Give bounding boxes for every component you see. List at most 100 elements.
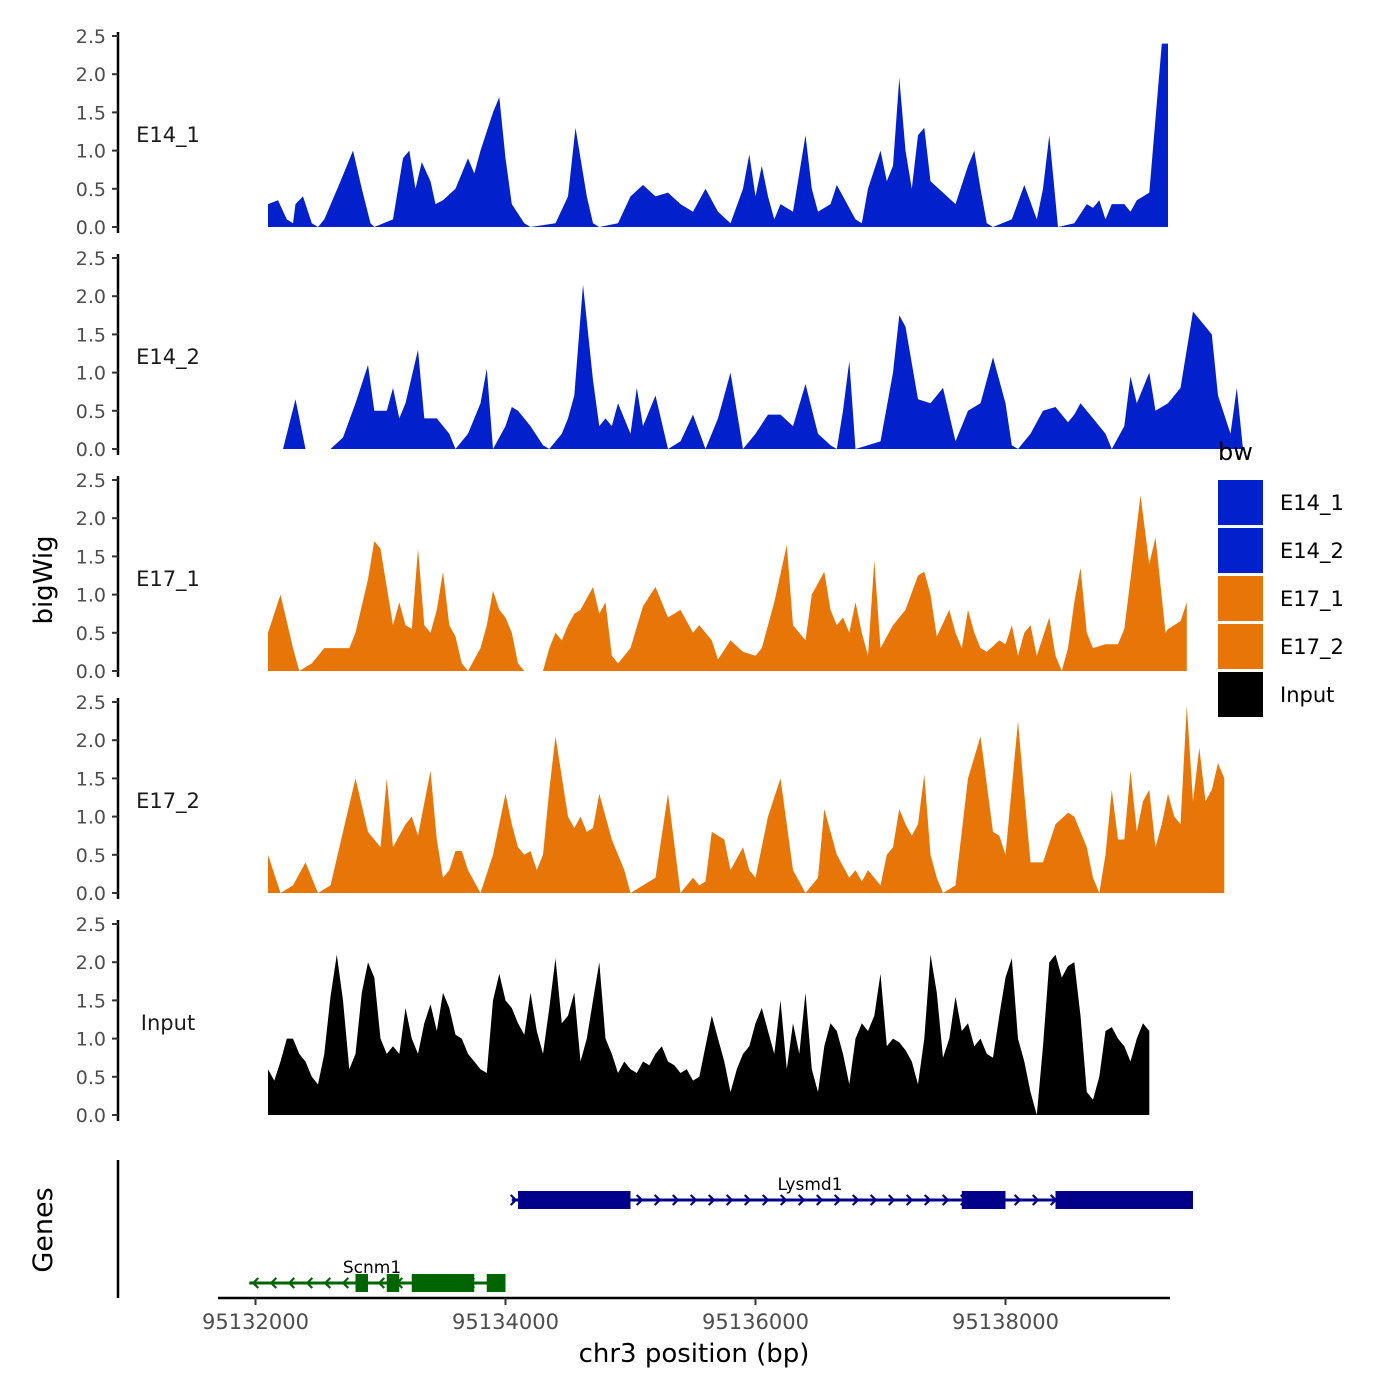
y-tick-label: 1.0 xyxy=(76,363,106,385)
x-axis-title: chr3 position (bp) xyxy=(579,1339,810,1369)
y-tick-label: 0.5 xyxy=(76,401,106,423)
legend: bw E14_1 E14_2 E17_1 E17_2 Input xyxy=(1218,438,1344,717)
gene-name: Lysmd1 xyxy=(778,1175,843,1195)
y-tick-label: 2.0 xyxy=(76,952,106,974)
y-tick-label: 1.5 xyxy=(76,768,106,790)
legend-swatch xyxy=(1218,672,1263,717)
strand-chevron xyxy=(833,1194,842,1206)
gene-exon xyxy=(961,1191,1006,1209)
strand-chevron xyxy=(509,1194,518,1206)
y-tick-label: 2.5 xyxy=(76,26,106,48)
legend-label: Input xyxy=(1280,683,1334,707)
genes-panel-title: Genes xyxy=(28,1187,59,1272)
strand-chevron xyxy=(653,1194,662,1206)
strand-chevron xyxy=(635,1194,644,1206)
strand-chevron xyxy=(743,1194,752,1206)
y-tick-label: 2.0 xyxy=(76,286,106,308)
x-axis: 95132000 95134000 95136000 95138000 xyxy=(202,1296,1170,1334)
legend-label: E14_2 xyxy=(1280,539,1344,564)
x-tick-label: 95134000 xyxy=(452,1310,559,1334)
strand-chevron xyxy=(725,1194,734,1206)
legend-title: bw xyxy=(1218,438,1253,466)
y-tick-label: 0.5 xyxy=(76,845,106,867)
strand-chevron xyxy=(887,1194,896,1206)
strand-chevron xyxy=(671,1194,680,1206)
y-tick-label: 1.0 xyxy=(76,807,106,829)
track-label: E14_2 xyxy=(136,345,200,370)
gene-Scnm1: Scnm1 xyxy=(249,1258,506,1292)
y-tick-label: 0.0 xyxy=(76,217,106,239)
track-label: E17_1 xyxy=(136,567,200,592)
x-tick-label: 95138000 xyxy=(952,1310,1059,1334)
y-tick-label: 1.0 xyxy=(76,585,106,607)
strand-chevron xyxy=(851,1194,860,1206)
coverage-area-Input xyxy=(268,954,1150,1115)
legend-item-Input: Input xyxy=(1218,672,1334,717)
gene-exon xyxy=(411,1274,456,1292)
gene-exon xyxy=(386,1274,400,1292)
strand-chevron xyxy=(1031,1194,1040,1206)
legend-item-E14_1: E14_1 xyxy=(1218,480,1344,525)
strand-chevron xyxy=(905,1194,914,1206)
strand-chevron xyxy=(941,1194,950,1206)
y-tick-label: 2.5 xyxy=(76,914,106,936)
track-E17_1: 0.0 0.5 1.0 1.5 2.0 2.5 E17_1 xyxy=(76,470,1187,683)
y-tick-label: 2.5 xyxy=(76,470,106,492)
strand-chevron xyxy=(689,1194,698,1206)
y-tick-label: 2.0 xyxy=(76,730,106,752)
strand-chevron xyxy=(341,1277,350,1289)
y-tick-label: 2.5 xyxy=(76,692,106,714)
strand-chevron xyxy=(869,1194,878,1206)
strand-chevron xyxy=(251,1277,260,1289)
legend-swatch xyxy=(1218,480,1263,525)
tracks: 0.0 0.5 1.0 1.5 2.0 2.5 E14_1 0.0 0.5 1.0 1.5 2.0 2.… xyxy=(76,26,1243,1127)
gene-panel: Lysmd1 Scnm1 xyxy=(116,1160,1193,1298)
strand-chevron xyxy=(377,1277,386,1289)
legend-label: E17_2 xyxy=(1280,635,1344,660)
coverage-area-E14_2 xyxy=(283,284,1243,449)
y-tick-label: 2.0 xyxy=(76,64,106,86)
y-tick-label: 0.5 xyxy=(76,1067,106,1089)
track-E17_2: 0.0 0.5 1.0 1.5 2.0 2.5 E17_2 xyxy=(76,692,1225,905)
strand-chevron xyxy=(797,1194,806,1206)
y-tick-label: 1.0 xyxy=(76,141,106,163)
track-label: E14_1 xyxy=(136,123,200,148)
strand-chevron xyxy=(269,1277,278,1289)
track-E14_1: 0.0 0.5 1.0 1.5 2.0 2.5 E14_1 xyxy=(76,26,1168,239)
gene-exon xyxy=(486,1274,506,1292)
track-Input: 0.0 0.5 1.0 1.5 2.0 2.5 Input xyxy=(76,914,1150,1127)
y-tick-label: 0.0 xyxy=(76,883,106,905)
strand-chevron xyxy=(323,1277,332,1289)
gene-exon xyxy=(355,1274,368,1292)
coverage-area-E17_1 xyxy=(268,495,1187,671)
y-tick-label: 0.0 xyxy=(76,439,106,461)
y-tick-label: 2.0 xyxy=(76,508,106,530)
legend-label: E17_1 xyxy=(1280,587,1344,612)
legend-swatch xyxy=(1218,528,1263,573)
coverage-area-E17_2 xyxy=(268,705,1225,893)
track-E14_2: 0.0 0.5 1.0 1.5 2.0 2.5 E14_2 xyxy=(76,248,1243,461)
x-tick-label: 95132000 xyxy=(202,1310,309,1334)
gene-name: Scnm1 xyxy=(343,1258,401,1278)
gene-exon xyxy=(455,1274,475,1292)
y-tick-label: 1.5 xyxy=(76,546,106,568)
gene-Lysmd1: Lysmd1 xyxy=(509,1175,1193,1209)
legend-label: E14_1 xyxy=(1280,491,1344,516)
legend-swatch xyxy=(1218,576,1263,621)
track-label: E17_2 xyxy=(136,789,200,814)
y-tick-label: 0.5 xyxy=(76,623,106,645)
legend-item-E17_1: E17_1 xyxy=(1218,576,1344,621)
y-tick-label: 2.5 xyxy=(76,248,106,270)
coverage-area-E14_1 xyxy=(268,43,1168,227)
strand-chevron xyxy=(707,1194,716,1206)
legend-swatch xyxy=(1218,624,1263,669)
strand-chevron xyxy=(779,1194,788,1206)
y-tick-label: 1.5 xyxy=(76,990,106,1012)
track-label: Input xyxy=(141,1011,195,1035)
y-tick-label: 1.5 xyxy=(76,102,106,124)
y-tick-label: 1.5 xyxy=(76,324,106,346)
legend-item-E17_2: E17_2 xyxy=(1218,624,1344,669)
strand-chevron xyxy=(1013,1194,1022,1206)
strand-chevron xyxy=(923,1194,932,1206)
